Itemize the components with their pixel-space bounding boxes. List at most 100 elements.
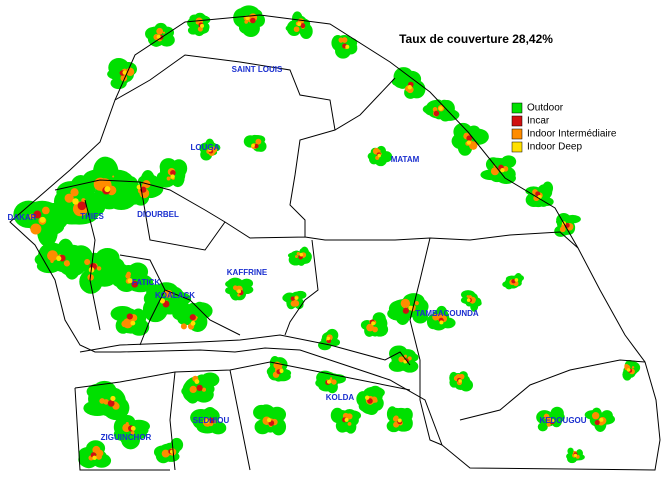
deep-area xyxy=(194,379,200,384)
indoor-area xyxy=(81,198,86,203)
deep-area xyxy=(208,148,212,152)
deep-area xyxy=(294,296,299,300)
indoor-area xyxy=(546,422,551,427)
indoor-area xyxy=(95,453,102,460)
indoor-area xyxy=(189,385,197,394)
legend-swatch xyxy=(511,128,523,140)
deep-area xyxy=(130,426,136,431)
indoor-area xyxy=(103,399,109,405)
deep-area xyxy=(550,419,555,424)
legend-label: Indoor Intermédiaire xyxy=(527,129,617,140)
incar-area xyxy=(107,399,115,407)
incar-area xyxy=(535,191,541,197)
indoor-area xyxy=(393,421,400,428)
indoor-area xyxy=(339,38,343,43)
indoor-area xyxy=(244,20,249,24)
indoor-area xyxy=(347,421,352,426)
incar-area xyxy=(367,398,373,404)
indoor-area xyxy=(458,373,465,380)
indoor-area xyxy=(407,356,412,361)
indoor-area xyxy=(414,301,419,306)
outdoor-area xyxy=(396,75,410,89)
deep-area xyxy=(92,455,97,460)
incar-area xyxy=(126,313,133,320)
indoor-area xyxy=(125,273,131,279)
indoor-area xyxy=(366,323,374,332)
region-label: DIOURBEL xyxy=(137,210,179,219)
indoor-area xyxy=(346,413,353,420)
indoor-area xyxy=(29,213,35,220)
deep-area xyxy=(514,278,519,282)
region-label: DAKAR xyxy=(8,213,37,222)
indoor-area xyxy=(156,27,164,35)
indoor-area xyxy=(293,26,300,33)
region-label: KOLDA xyxy=(326,393,355,402)
deep-area xyxy=(500,167,505,173)
outdoor-area xyxy=(119,415,136,429)
indoor-area xyxy=(162,31,166,34)
deep-area xyxy=(573,453,578,457)
region-label: MATAM xyxy=(391,155,420,164)
outdoor-area xyxy=(131,274,154,292)
region-label: LOUGA xyxy=(191,143,220,152)
indoor-area xyxy=(469,141,478,150)
indoor-area xyxy=(490,167,499,176)
legend-label: Indoor Deep xyxy=(527,142,582,153)
outdoor-area xyxy=(177,302,192,323)
deep-area xyxy=(407,84,412,90)
region-label: KOALACK xyxy=(155,291,195,300)
deep-area xyxy=(110,395,116,402)
indoor-area xyxy=(543,413,550,420)
indoor-area xyxy=(292,300,300,307)
incar-area xyxy=(254,143,259,149)
incar-area xyxy=(77,201,87,211)
indoor-area xyxy=(296,251,301,256)
indoor-area xyxy=(63,260,71,267)
incar-area xyxy=(33,210,42,219)
indoor-area xyxy=(398,356,405,363)
incar-area xyxy=(466,135,472,141)
country-north xyxy=(9,14,661,471)
deep-area xyxy=(466,140,472,145)
deep-area xyxy=(299,252,304,257)
deep-area xyxy=(237,289,242,294)
region-label: THIES xyxy=(80,212,104,221)
deep-area xyxy=(377,153,381,158)
deep-area xyxy=(122,70,127,75)
gambia-north xyxy=(79,334,411,366)
indoor-area xyxy=(255,138,262,145)
legend-label: Outdoor xyxy=(527,103,564,114)
outdoor-area xyxy=(36,258,62,274)
indoor-area xyxy=(30,223,42,235)
outdoor-area xyxy=(170,437,184,452)
incar-area xyxy=(189,314,196,321)
incar-area xyxy=(290,296,295,301)
outdoor-area xyxy=(550,406,564,420)
deep-area xyxy=(297,22,302,27)
incar-area xyxy=(131,280,139,288)
region-label: SEDHIOU xyxy=(193,416,230,425)
incar-area xyxy=(433,110,440,117)
deep-area xyxy=(458,379,462,383)
borders xyxy=(9,14,661,471)
indoor-area xyxy=(50,259,54,264)
incar-area xyxy=(208,417,215,424)
incar-area xyxy=(300,23,306,29)
region-label: FATICK xyxy=(132,278,161,287)
coverage-layer xyxy=(13,5,641,469)
legend-label: Incar xyxy=(527,116,550,127)
deep-area xyxy=(279,368,284,373)
legend-swatch xyxy=(511,141,523,153)
deep-area xyxy=(626,368,631,372)
deep-area xyxy=(190,320,196,326)
incar-area xyxy=(402,307,409,314)
outdoor-area xyxy=(401,407,413,422)
indoor-area xyxy=(166,176,171,181)
indoor-area xyxy=(112,175,115,178)
deep-area xyxy=(39,216,46,223)
indoor-area xyxy=(466,295,470,298)
indoor-area xyxy=(400,298,411,309)
deep-area xyxy=(466,298,471,302)
outdoor-area xyxy=(146,284,167,301)
casamance-top xyxy=(74,361,411,391)
